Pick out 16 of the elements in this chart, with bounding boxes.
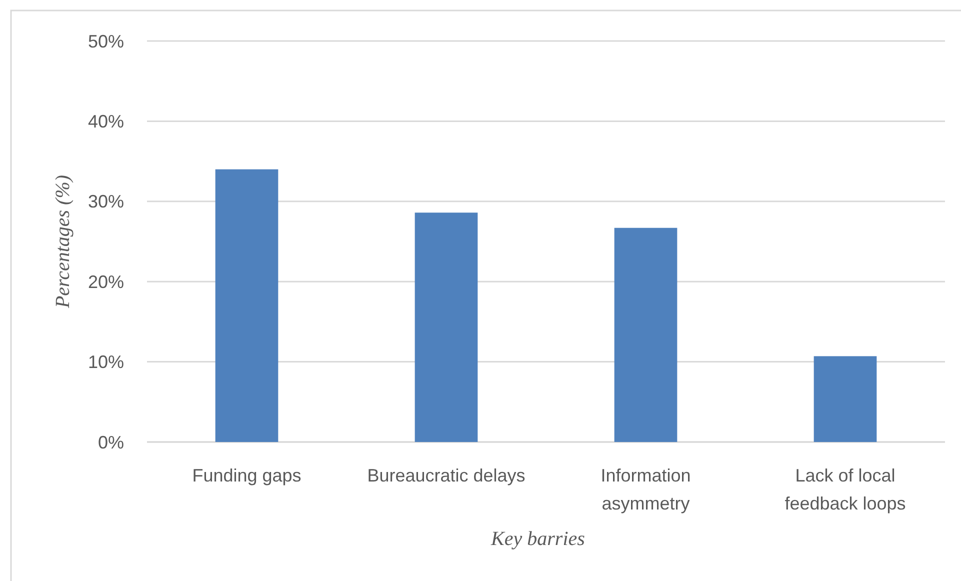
y-tick-label: 50% xyxy=(88,31,124,52)
bar xyxy=(414,212,478,442)
y-tick-label: 20% xyxy=(88,272,124,292)
y-tick-label: 0% xyxy=(98,432,124,452)
y-tick-label: 10% xyxy=(88,352,124,372)
bar xyxy=(814,356,877,442)
y-tick-label: 30% xyxy=(88,192,124,212)
bar xyxy=(215,169,278,442)
x-tick-label: Information asymmetry xyxy=(600,465,691,514)
x-tick-label: Funding gaps xyxy=(192,465,302,486)
bar xyxy=(614,228,678,442)
y-axis-title: Percentages (%) xyxy=(52,174,74,310)
x-tick-label: Bureaucratic delays xyxy=(367,465,526,486)
y-tick-label: 40% xyxy=(88,112,124,132)
x-tick-label: Lack of local feedback loops xyxy=(784,465,906,514)
x-axis-title: Key barries xyxy=(490,528,586,550)
